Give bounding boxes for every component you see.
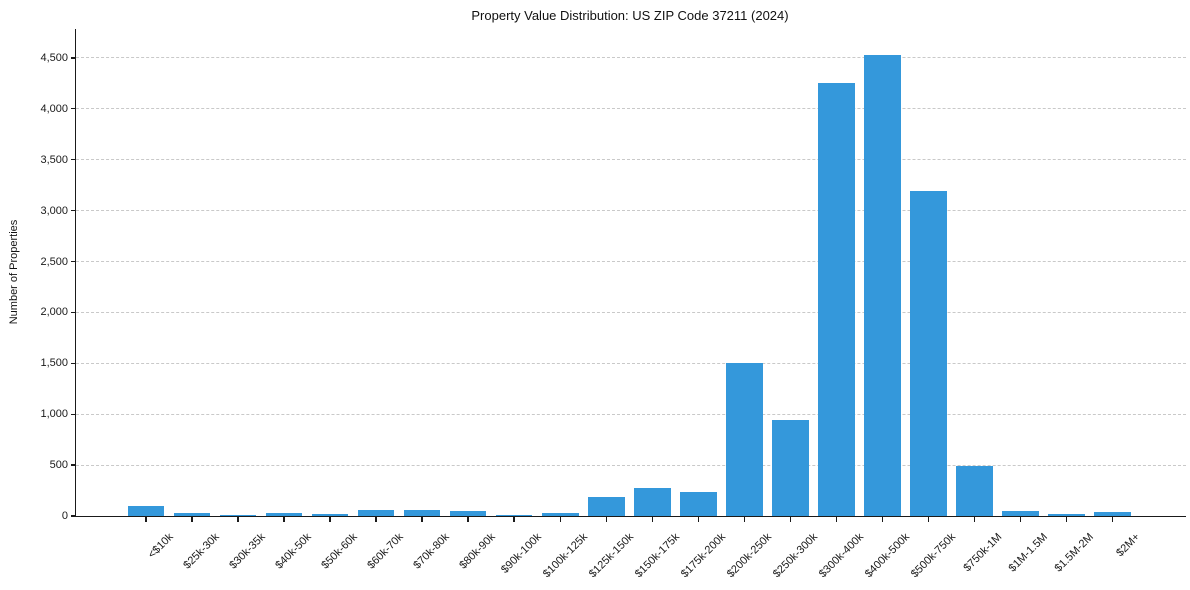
y-tick-mark <box>71 209 76 212</box>
bar <box>449 510 487 516</box>
y-tick-label: 2,000 <box>40 306 68 319</box>
x-tick-label: $80k-90k <box>457 531 498 572</box>
x-tick-label: $200k-250k <box>724 531 774 581</box>
y-tick-label: 4,500 <box>40 51 68 64</box>
x-tick-label: $50k-60k <box>319 531 360 572</box>
x-tick-mark <box>1065 516 1068 522</box>
x-tick-label: $125k-150k <box>586 531 636 581</box>
bar <box>864 54 901 516</box>
x-tick-label: $60k-70k <box>365 531 406 572</box>
x-tick-mark <box>605 516 608 522</box>
x-tick-label: $500k-750k <box>908 531 959 581</box>
bar <box>634 487 671 516</box>
x-tick-label: $1.5M-2M <box>1052 531 1097 575</box>
bar <box>265 512 303 516</box>
bar <box>772 420 809 516</box>
x-tick-mark <box>1111 516 1114 522</box>
y-tick-mark <box>71 260 76 263</box>
y-tick-label: 1,000 <box>40 408 68 421</box>
x-tick-mark <box>789 516 792 522</box>
x-tick-mark <box>973 516 976 522</box>
bar <box>910 191 947 516</box>
bar <box>1094 511 1131 516</box>
x-tick-label: $40k-50k <box>273 531 314 572</box>
y-gridline <box>76 57 1186 59</box>
x-tick-label: $400k-500k <box>862 531 912 581</box>
x-tick-label: $25k-30k <box>181 531 222 572</box>
x-tick-mark <box>927 516 930 522</box>
y-axis-label: Number of Properties <box>8 219 20 325</box>
y-gridline <box>76 413 1186 415</box>
y-gridline <box>76 464 1186 466</box>
x-tick-mark <box>145 516 147 522</box>
x-tick-mark <box>881 516 884 522</box>
x-tick-mark <box>513 516 515 522</box>
x-tick-mark <box>375 516 377 522</box>
bar <box>495 514 533 516</box>
y-tick-mark <box>71 57 76 59</box>
y-gridline <box>76 159 1186 161</box>
y-gridline <box>76 362 1186 364</box>
y-tick-mark <box>71 464 76 466</box>
x-tick-mark <box>191 516 193 522</box>
x-tick-label: $90k-100k <box>498 531 544 576</box>
bar <box>219 514 257 516</box>
x-tick-label: $150k-175k <box>632 531 682 581</box>
bar <box>818 83 855 516</box>
x-tick-mark <box>467 516 469 522</box>
y-tick-label: 500 <box>49 459 68 472</box>
x-tick-mark <box>743 516 746 522</box>
y-gridline <box>76 108 1186 110</box>
y-tick-mark <box>71 108 76 110</box>
x-tick-label: $250k-300k <box>770 531 820 581</box>
y-tick-mark <box>71 159 76 161</box>
x-tick-label: $100k-125k <box>540 531 590 581</box>
bar <box>680 491 717 516</box>
bar <box>956 466 993 516</box>
x-tick-label: <$10k <box>145 531 176 561</box>
x-tick-mark <box>1019 516 1022 522</box>
x-tick-label: $300k-400k <box>816 531 866 581</box>
y-gridline <box>76 210 1186 212</box>
bar <box>1002 510 1039 516</box>
y-gridline <box>76 311 1186 313</box>
x-tick-label: $70k-80k <box>411 531 452 572</box>
x-tick-label: $1M-1.5M <box>1006 531 1051 575</box>
x-tick-mark <box>697 516 700 522</box>
x-tick-label: $175k-200k <box>678 531 728 581</box>
bar <box>542 513 579 516</box>
y-tick-label: 1,500 <box>40 357 68 370</box>
bar <box>403 510 441 516</box>
y-tick-label: 2,500 <box>40 255 68 268</box>
y-tick-mark <box>71 362 76 364</box>
y-gridline <box>76 261 1186 262</box>
plot-area: 0 500 1,000 1,500 2,000 2,500 3,000 3,500 4,000 4… <box>40 29 1186 580</box>
chart-title: Property Value Distribution: US ZIP Code… <box>471 8 789 23</box>
x-tick-label: $30k-35k <box>227 531 268 572</box>
bar <box>357 510 395 516</box>
bar <box>588 496 625 516</box>
x-tick-label: $2M+ <box>1113 531 1143 560</box>
x-tick-label: $750k-1M <box>960 531 1005 575</box>
bar <box>726 363 763 516</box>
x-tick-mark <box>421 516 423 522</box>
x-tick-mark <box>329 516 331 522</box>
bar <box>311 514 349 516</box>
bar <box>1048 514 1085 516</box>
x-tick-mark <box>237 516 239 522</box>
y-tick-label: 3,000 <box>40 204 68 217</box>
y-tick-label: 4,000 <box>40 102 68 115</box>
y-tick-mark <box>71 515 76 517</box>
bar <box>127 505 165 516</box>
x-tick-mark <box>651 516 654 522</box>
x-tick-mark <box>559 516 562 522</box>
y-tick-mark <box>71 413 76 415</box>
y-tick-label: 3,500 <box>40 153 68 166</box>
x-tick-mark <box>283 516 285 522</box>
y-tick-mark <box>71 311 76 314</box>
bar <box>173 512 211 516</box>
y-tick-label: 0 <box>61 510 68 522</box>
x-tick-mark <box>835 516 838 522</box>
